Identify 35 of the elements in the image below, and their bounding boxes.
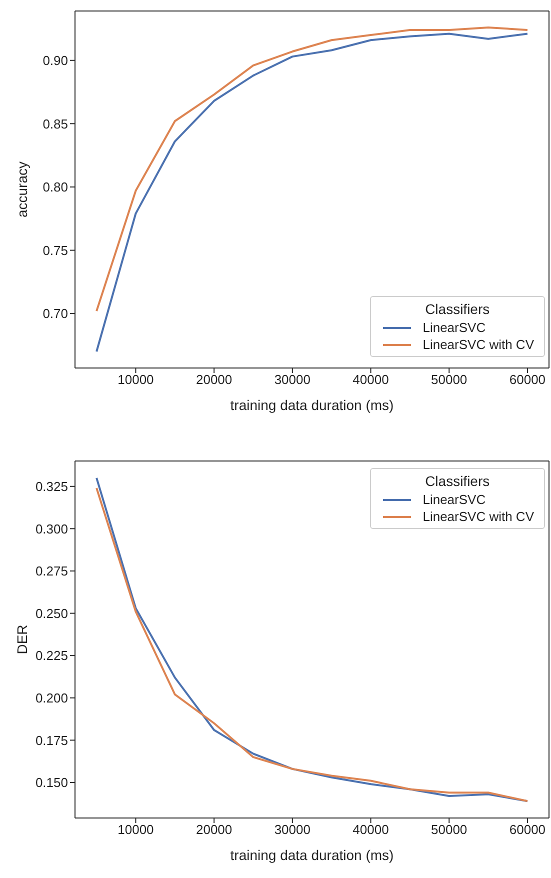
x-tick-label: 10000 bbox=[118, 822, 154, 838]
y-tick-label: 0.275 bbox=[35, 564, 68, 579]
x-tick-label: 30000 bbox=[274, 822, 310, 838]
y-tick-label: 0.80 bbox=[42, 180, 68, 195]
y-tick-label: 0.250 bbox=[35, 606, 68, 621]
y-axis-title: accuracy bbox=[14, 161, 30, 218]
x-axis-title: training data duration (ms) bbox=[230, 847, 394, 863]
x-tick-label: 50000 bbox=[431, 822, 468, 838]
y-tick-label: 0.90 bbox=[42, 52, 68, 68]
y-tick-label: 0.150 bbox=[35, 775, 68, 790]
y-tick-label: 0.200 bbox=[35, 690, 68, 706]
x-tick-label: 40000 bbox=[352, 822, 389, 838]
x-tick-label: 40000 bbox=[352, 372, 389, 388]
x-tick-label: 60000 bbox=[509, 372, 546, 388]
y-tick-label: 0.70 bbox=[42, 306, 68, 322]
y-tick-label: 0.300 bbox=[35, 521, 68, 536]
y-tick-label: 0.85 bbox=[42, 116, 68, 132]
y-tick-label: 0.175 bbox=[35, 732, 68, 748]
x-tick-label: 30000 bbox=[274, 372, 310, 388]
y-tick-label: 0.75 bbox=[42, 242, 68, 258]
y-axis-title: DER bbox=[14, 624, 30, 654]
x-tick-label: 20000 bbox=[196, 822, 232, 838]
x-tick-label: 20000 bbox=[196, 372, 232, 388]
legend-label: LinearSVC with CV bbox=[422, 509, 534, 524]
legend-label: LinearSVC bbox=[422, 320, 486, 335]
legend-label: LinearSVC bbox=[422, 492, 486, 507]
legend-title: Classifiers bbox=[424, 301, 491, 317]
legend-label: LinearSVC with CV bbox=[422, 337, 534, 352]
x-axis-title: training data duration (ms) bbox=[230, 397, 394, 413]
x-tick-label: 10000 bbox=[118, 372, 154, 388]
x-tick-label: 50000 bbox=[431, 372, 468, 388]
x-tick-label: 60000 bbox=[509, 822, 546, 838]
y-tick-label: 0.225 bbox=[35, 648, 68, 664]
legend-title: Classifiers bbox=[424, 473, 491, 489]
y-tick-label: 0.325 bbox=[35, 478, 68, 494]
